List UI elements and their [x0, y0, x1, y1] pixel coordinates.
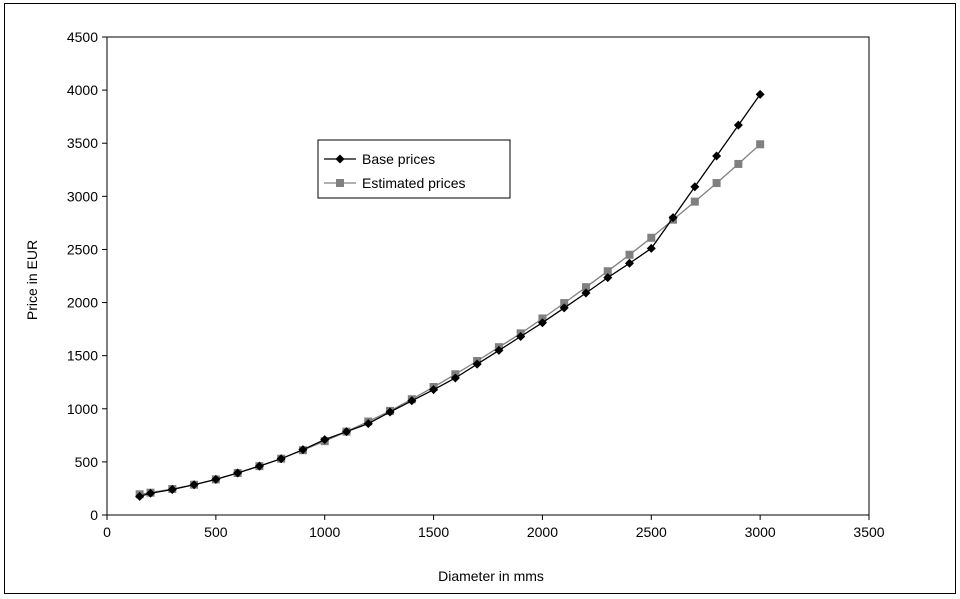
x-tick-label: 0 — [103, 524, 111, 540]
point-base-prices — [690, 182, 700, 192]
legend-box — [317, 139, 511, 199]
point-base-prices — [450, 373, 460, 383]
point-base-prices — [363, 419, 373, 429]
point-base-prices — [135, 491, 145, 501]
y-tick-label: 500 — [75, 454, 99, 470]
point-base-prices — [733, 120, 743, 130]
point-base-prices — [429, 385, 439, 395]
point-base-prices — [276, 454, 286, 464]
legend-marker-estimated-prices — [336, 179, 344, 187]
point-base-prices — [494, 345, 504, 355]
chart-area: 0 500 1000 1500 2000 2500 3000 3500 4000 4500 0 500… — [4, 3, 956, 594]
point-base-prices — [516, 332, 526, 342]
point-base-prices — [167, 485, 177, 495]
point-estimated-prices — [756, 140, 765, 149]
point-base-prices — [320, 435, 330, 445]
point-base-prices — [211, 474, 221, 484]
y-tick-label: 1500 — [67, 348, 98, 364]
y-tick-label: 4000 — [67, 82, 98, 98]
point-base-prices — [189, 480, 199, 490]
y-tick-label: 0 — [90, 507, 98, 523]
legend-label-base-prices: Base prices — [362, 151, 435, 167]
x-tick-label: 3000 — [745, 524, 776, 540]
point-base-prices — [712, 151, 722, 161]
x-tick-label: 1500 — [418, 524, 449, 540]
y-tick-label: 4500 — [67, 29, 98, 45]
point-estimated-prices — [690, 197, 699, 206]
point-estimated-prices — [625, 250, 634, 259]
x-axis-label: Diameter in mms — [438, 568, 544, 584]
legend: Base prices Estimated prices — [317, 139, 511, 199]
y-axis-label: Price in EUR — [24, 240, 40, 320]
point-base-prices — [668, 213, 678, 223]
point-base-prices — [755, 89, 765, 99]
plot-area-border — [106, 36, 870, 516]
legend-marker-base-prices — [335, 154, 345, 164]
y-tick-label: 3000 — [67, 188, 98, 204]
point-base-prices — [407, 396, 417, 406]
point-base-prices — [472, 359, 482, 369]
point-estimated-prices — [712, 179, 721, 188]
series-line-base-prices — [139, 94, 761, 498]
point-base-prices — [603, 273, 613, 283]
point-base-prices — [559, 303, 569, 313]
point-base-prices — [233, 468, 243, 478]
point-base-prices — [581, 288, 591, 298]
point-estimated-prices — [734, 159, 743, 168]
x-tick-label: 3500 — [853, 524, 884, 540]
point-base-prices — [537, 318, 547, 328]
point-base-prices — [341, 427, 351, 437]
axes: 0 500 1000 1500 2000 2500 3000 3500 4000 4500 0 500… — [67, 29, 885, 540]
point-estimated-prices — [603, 267, 612, 276]
x-tick-label: 2500 — [636, 524, 667, 540]
y-tick-label: 2000 — [67, 295, 98, 311]
line-chart: 0 500 1000 1500 2000 2500 3000 3500 4000 4500 0 500… — [4, 3, 956, 594]
point-base-prices — [646, 243, 656, 253]
y-tick-label: 3500 — [67, 135, 98, 151]
series-group — [135, 89, 765, 501]
x-tick-label: 2000 — [527, 524, 558, 540]
point-base-prices — [625, 258, 635, 268]
point-base-prices — [146, 488, 156, 498]
legend-label-estimated-prices: Estimated prices — [362, 175, 465, 191]
point-estimated-prices — [581, 283, 590, 292]
point-estimated-prices — [647, 233, 656, 242]
point-estimated-prices — [560, 299, 569, 308]
point-base-prices — [385, 407, 395, 417]
point-base-prices — [298, 445, 308, 455]
y-tick-label: 1000 — [67, 401, 98, 417]
chart-border — [4, 3, 956, 594]
point-base-prices — [254, 461, 264, 471]
series-base-prices — [135, 89, 765, 501]
y-tick-label: 2500 — [67, 241, 98, 257]
x-tick-label: 1000 — [309, 524, 340, 540]
x-tick-label: 500 — [204, 524, 228, 540]
